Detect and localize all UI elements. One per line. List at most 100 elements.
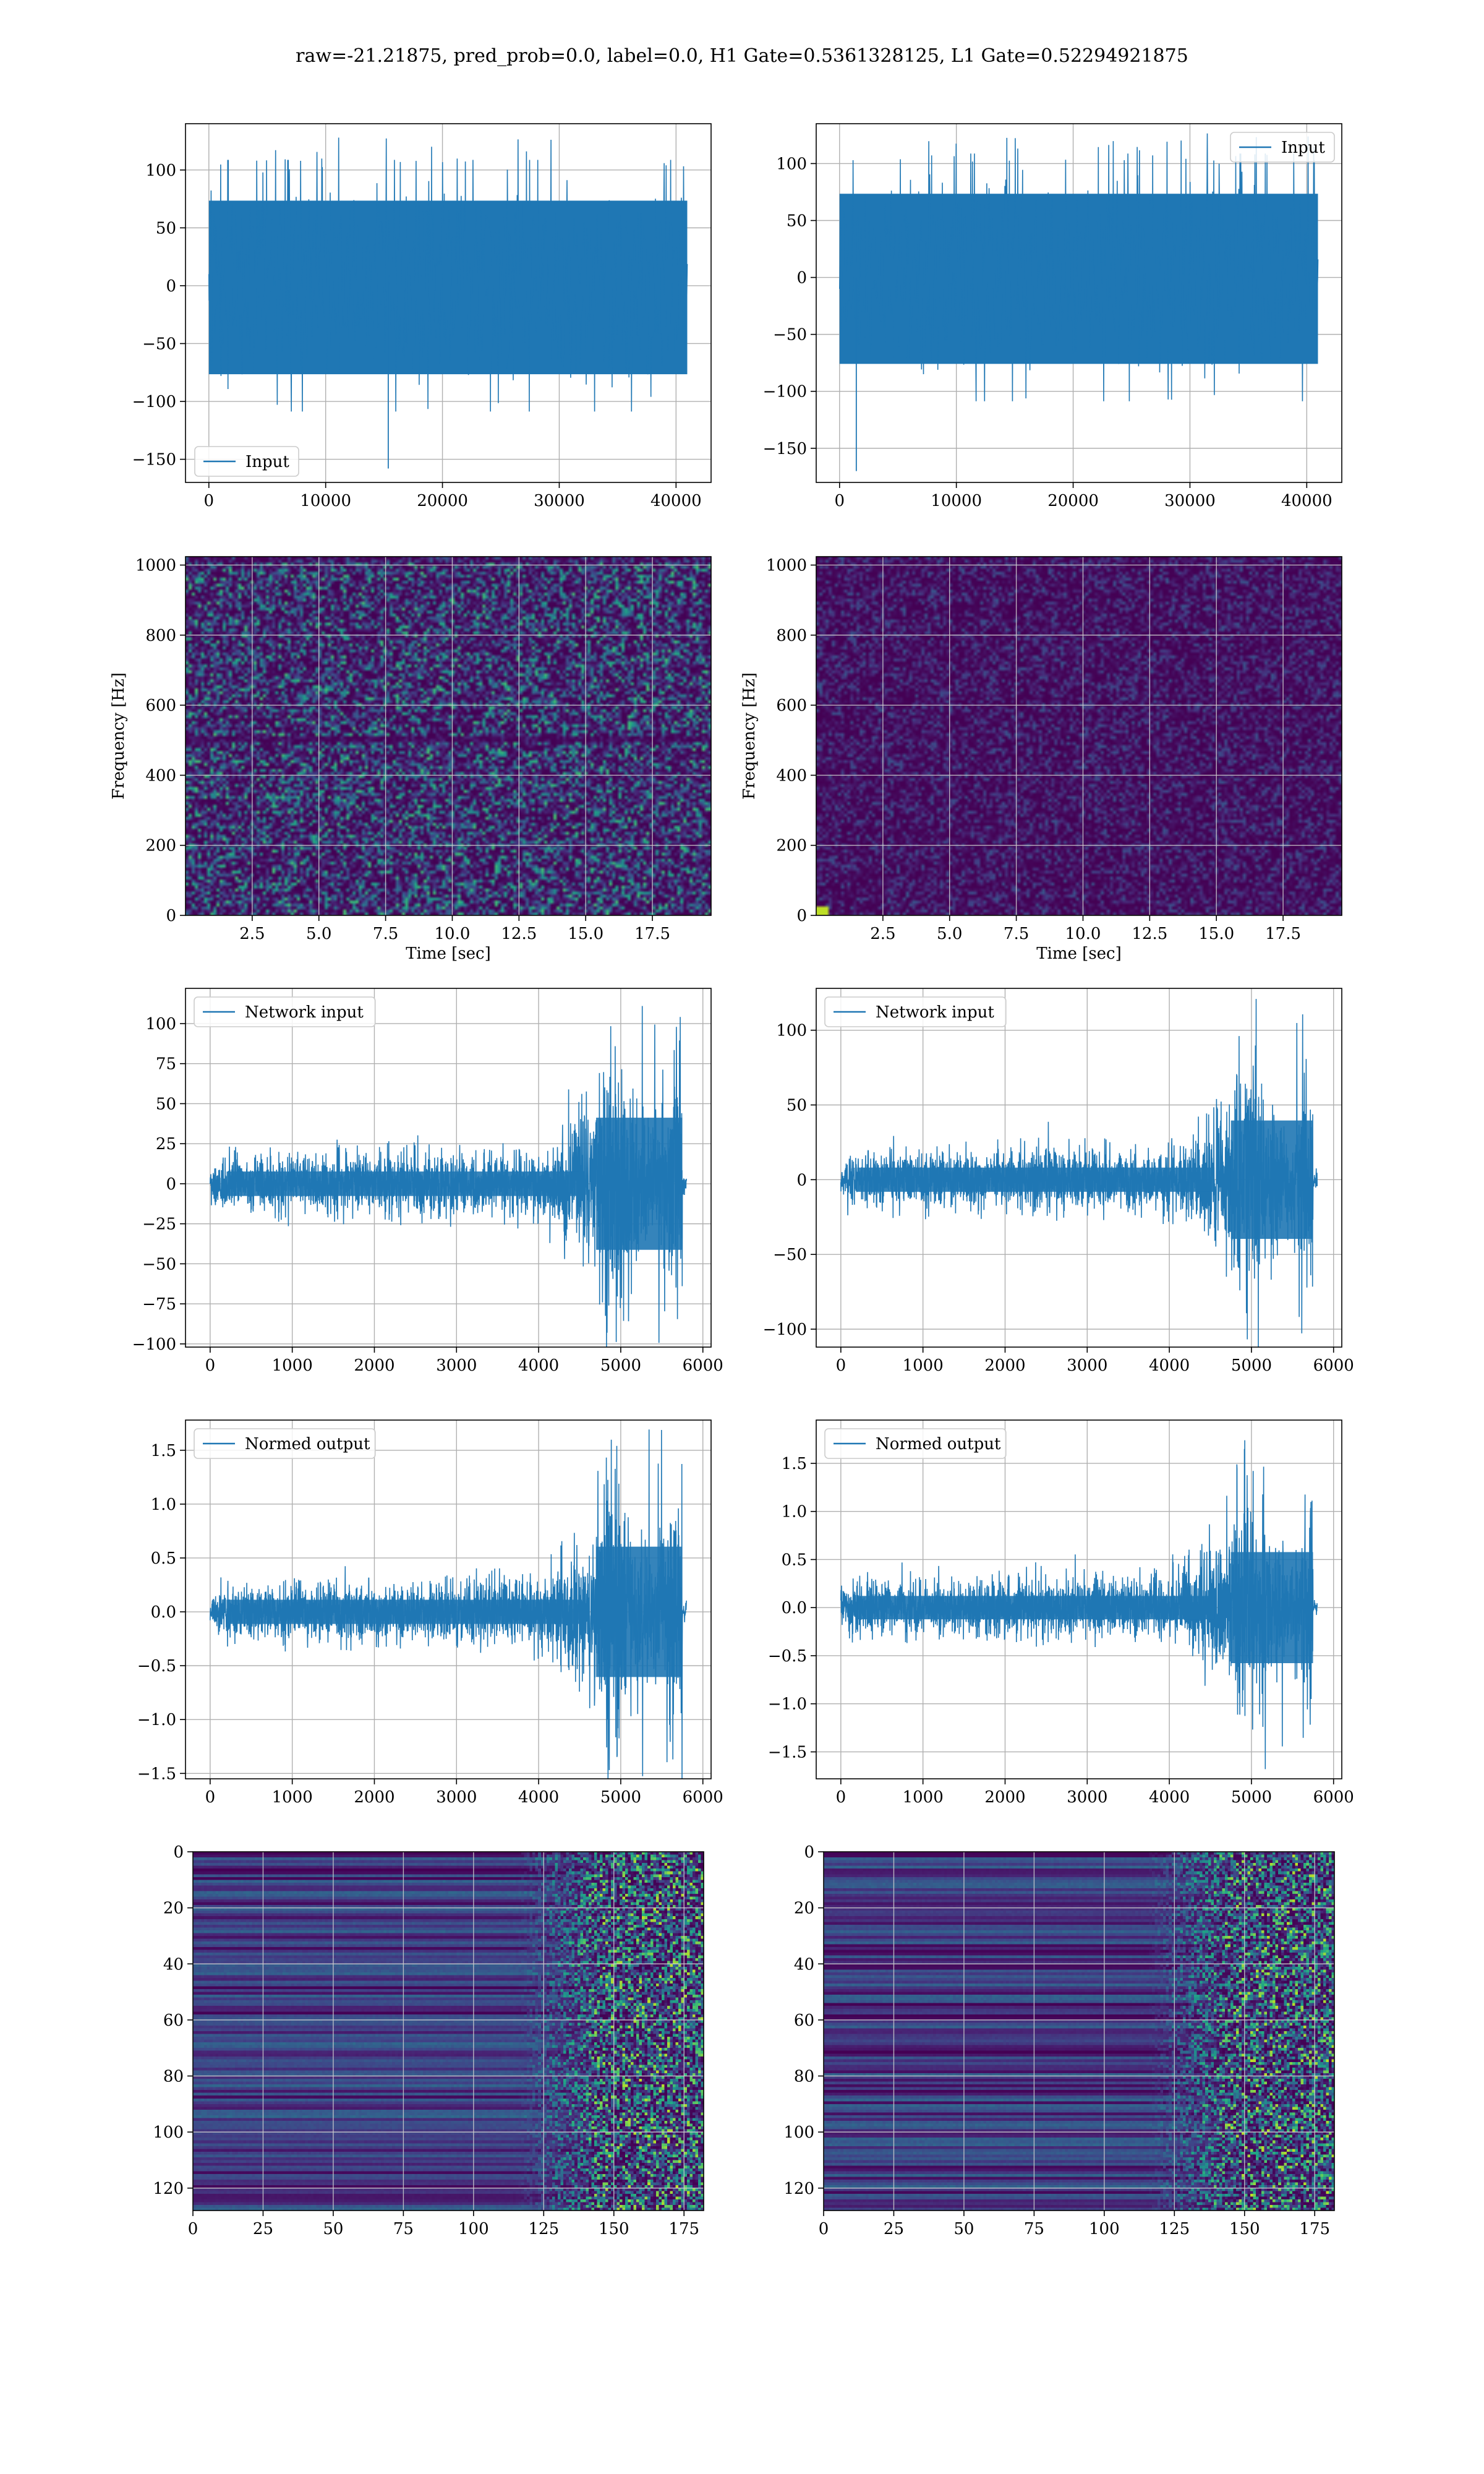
legend: Network input [194, 996, 376, 1027]
subplot-l1-input: 0 10000 20000 30000 40000 −150 −100 −50 0 50 100 In… [763, 123, 1342, 510]
y-tick-label: 50 [787, 212, 807, 231]
x-tick-label: 10000 [931, 492, 982, 510]
x-tick-label: 4000 [1149, 1356, 1190, 1375]
subplot-l1-spectrogram: 2.5 5.0 7.5 10.0 12.5 15.0 17.5 0 200 400 600 800 10… [740, 556, 1342, 963]
y-tick-label: 1.5 [151, 1442, 176, 1460]
x-tick-label: 30000 [534, 492, 585, 510]
x-tick-label: 40000 [1281, 492, 1333, 510]
y-tick-label: −100 [132, 1335, 176, 1354]
y-tick-label: 1.0 [782, 1503, 807, 1522]
x-tick-label: 7.5 [1004, 925, 1029, 943]
y-tick-label: 600 [776, 696, 807, 715]
y-tick-label: −75 [142, 1295, 176, 1314]
y-tick-label: 0 [796, 1171, 807, 1189]
series-burst-core [1230, 1120, 1313, 1239]
legend: Input [1230, 132, 1335, 163]
y-tick-label: −1.0 [768, 1695, 807, 1714]
x-tick-label: 1000 [903, 1788, 944, 1807]
legend-entry: Network input [876, 1003, 994, 1022]
y-tick-label: 40 [794, 1955, 814, 1974]
legend-frame [194, 446, 299, 477]
y-tick-label: 1000 [135, 557, 176, 575]
axes-overlay: 2.5 5.0 7.5 10.0 12.5 15.0 17.5 0 200 400 600 800 10… [740, 556, 1342, 963]
plot-area [816, 1420, 1342, 1779]
x-tick-label: 0 [205, 1356, 216, 1375]
x-tick-label: 7.5 [373, 925, 398, 943]
y-tick-label: 50 [156, 219, 176, 238]
x-axis-label: Time [sec] [406, 944, 491, 963]
axes-overlay: 0 1000 2000 3000 4000 5000 6000 −1.5 −1.0 −0.5 0.0… [137, 1419, 723, 1807]
y-tick-label: −0.5 [768, 1647, 807, 1666]
x-tick-label: 5.0 [937, 925, 962, 943]
y-tick-label: 0 [166, 907, 176, 925]
x-tick-label: 0 [188, 2220, 198, 2238]
y-tick-label: 0 [173, 1843, 184, 1862]
y-tick-label: 800 [145, 627, 176, 645]
y-tick-label: −100 [763, 383, 807, 401]
x-tick-label: 15.0 [1198, 925, 1234, 943]
y-tick-label: 1.0 [151, 1496, 176, 1514]
spectrogram-image [186, 557, 711, 915]
y-tick-label: 100 [783, 2123, 814, 2142]
x-tick-label: 20000 [1047, 492, 1099, 510]
series-quiet-core [226, 1599, 580, 1624]
y-tick-label: −50 [773, 326, 807, 345]
axes-overlay: 0 10000 20000 30000 40000 −150 −100 −50 0 50 100 In… [132, 123, 712, 510]
x-tick-label: 5000 [600, 1356, 641, 1375]
y-tick-label: 75 [156, 1055, 176, 1074]
axes-frame [816, 1419, 1342, 1779]
legend-frame [1230, 132, 1335, 163]
plot-area [186, 1420, 711, 1779]
plot-area [824, 1852, 1334, 2211]
x-tick-label: 1000 [272, 1356, 313, 1375]
x-tick-label: 5.0 [306, 925, 331, 943]
y-tick-label: 100 [153, 2123, 184, 2142]
subplot-h1-network-input: 0 1000 2000 3000 4000 5000 6000 −100 −75 −50 −25 0 2… [132, 988, 723, 1375]
legend-entry: Network input [245, 1003, 364, 1022]
y-tick-label: 0 [166, 277, 176, 296]
legend-frame [824, 996, 1007, 1027]
y-tick-label: 120 [783, 2180, 814, 2198]
legend-entry: Normed output [876, 1435, 1001, 1453]
x-tick-label: 1000 [903, 1356, 944, 1375]
plot-area [816, 557, 1342, 915]
x-tick-label: 3000 [436, 1788, 477, 1807]
legend-entry: Input [1281, 139, 1325, 157]
x-tick-label: 15.0 [568, 925, 603, 943]
x-tick-label: 30000 [1164, 492, 1216, 510]
y-tick-label: 400 [145, 766, 176, 785]
x-tick-label: 6000 [683, 1356, 723, 1375]
x-tick-label: 10000 [300, 492, 351, 510]
y-tick-label: 120 [153, 2180, 184, 2198]
x-tick-label: 150 [599, 2220, 629, 2238]
axes-frame [185, 988, 712, 1348]
axes-overlay: 2.5 5.0 7.5 10.0 12.5 15.0 17.5 0 200 400 600 800 10… [109, 556, 712, 963]
y-tick-label: 0 [796, 269, 807, 288]
legend: Input [194, 446, 299, 477]
axes-overlay: 0 25 50 75 100 125 150 175 0 20 40 60 80 100 120 [783, 1843, 1335, 2238]
y-axis-label: Frequency [Hz] [740, 672, 759, 800]
axes-overlay: 0 10000 20000 30000 40000 −150 −100 −50 0 50 100 In… [763, 123, 1342, 510]
axes-overlay: 0 1000 2000 3000 4000 5000 6000 −100 −75 −50 −25 0 2… [132, 988, 723, 1375]
x-tick-label: 50 [323, 2220, 343, 2238]
y-tick-label: 50 [787, 1097, 807, 1115]
y-tick-label: −100 [763, 1320, 807, 1339]
x-tick-label: 25 [884, 2220, 904, 2238]
legend: Normed output [194, 1428, 376, 1459]
subplot-h1-feature-map: 0 25 50 75 100 125 150 175 0 20 40 60 80 100 120 [153, 1843, 704, 2238]
x-tick-label: 5000 [600, 1788, 641, 1807]
y-tick-label: 50 [156, 1095, 176, 1113]
y-tick-label: 80 [163, 2068, 184, 2086]
plot-area [186, 557, 711, 915]
y-tick-label: −0.5 [137, 1657, 176, 1676]
feature-map-image [193, 1852, 704, 2211]
y-tick-label: 200 [776, 837, 807, 855]
x-tick-label: 3000 [1067, 1356, 1107, 1375]
y-tick-label: −50 [142, 1255, 176, 1273]
x-tick-label: 1000 [272, 1788, 313, 1807]
series-burst-core [596, 1546, 683, 1677]
x-tick-label: 50 [953, 2220, 974, 2238]
axes-overlay: 0 1000 2000 3000 4000 5000 6000 −1.5 −1.0 −0.5 0.0… [768, 1419, 1354, 1807]
y-tick-label: 100 [776, 1022, 807, 1040]
x-tick-label: 75 [1024, 2220, 1044, 2238]
